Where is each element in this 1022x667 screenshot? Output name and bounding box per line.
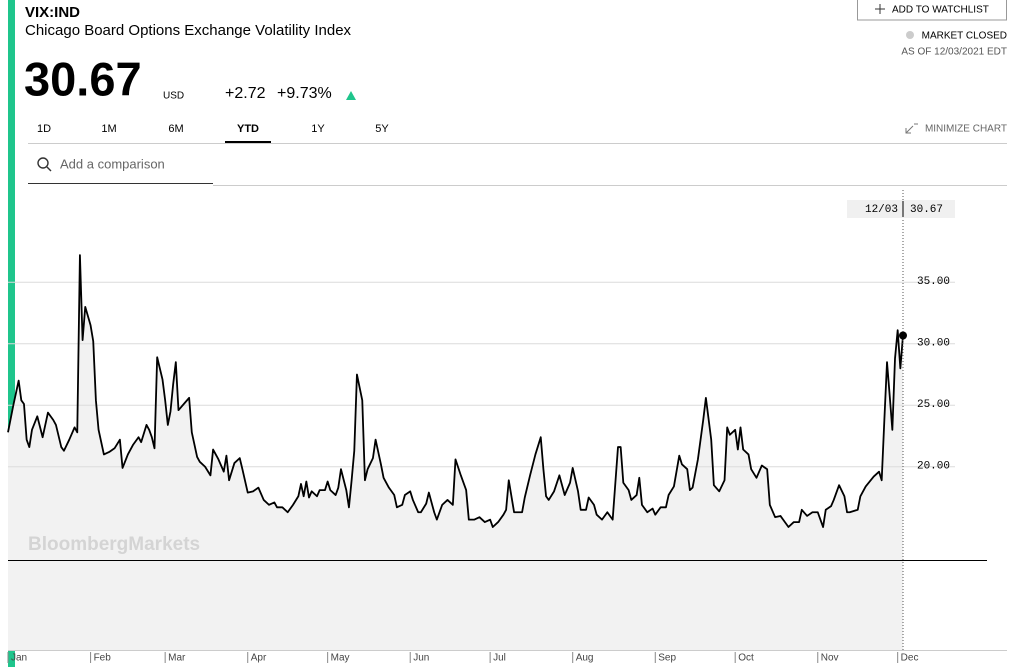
watermark: BloombergMarkets [28,534,200,555]
price-line [7,254,904,528]
watchlist-button[interactable]: ADD TO WATCHLIST [857,0,1007,21]
y-tick-label: 35.00 [917,276,950,288]
y-tick-label: 30.00 [917,338,950,350]
change-percent: +9.73% [277,85,332,102]
status-dot [906,31,914,39]
tab-label: 1D [37,123,51,135]
active-tab-underline [225,141,271,144]
cursor-date: 12/03 [865,204,898,216]
tab-label: 6M [168,123,183,135]
range-tabs: 1D 1M 6M YTD 1Y 5Y [37,123,389,144]
range-tab[interactable]: 5Y [375,123,389,135]
tab-label: 1M [101,123,116,135]
button-label: ADD TO WATCHLIST [892,5,989,16]
x-tick-label: Oct [738,653,754,664]
search-icon [37,157,49,169]
x-tick-label: May [331,653,350,664]
range-tab[interactable]: YTD [225,123,271,144]
x-tick-label: Mar [168,653,186,664]
x-tick-label: Nov [821,653,839,664]
y-tick-label: 25.00 [917,399,950,411]
x-tick-label: Jul [493,653,506,664]
instrument-name: Chicago Board Options Exchange Volatilit… [25,22,352,39]
ticker: VIX:IND [25,4,80,21]
as-of: AS OF 12/03/2021 EDT [901,47,1007,58]
minimize-button[interactable]: MINIMIZE CHART [905,123,1007,135]
x-tick-label: Jan [11,653,27,664]
tab-label: 5Y [375,123,389,135]
x-tick-label: Feb [94,653,112,664]
x-tick-label: Dec [901,653,919,664]
minimize-icon [905,123,918,134]
x-tick-label: Sep [658,653,676,664]
x-tick-label: Jun [413,653,429,664]
currency: USD [163,91,184,102]
range-tab[interactable]: 1Y [311,123,325,135]
tab-label: YTD [237,123,259,135]
search-icon-handle [46,166,52,172]
cursor-label-box [847,200,955,218]
tab-label: 1Y [311,123,325,135]
area [8,255,903,650]
market-status: MARKET CLOSED [922,31,1007,42]
price: 30.67 [24,52,142,105]
range-tab[interactable]: 6M [168,123,183,135]
change: +2.72 [225,85,266,102]
search-placeholder: Add a comparison [60,156,165,171]
last-point [899,331,907,340]
range-tab[interactable]: 1M [101,123,116,135]
y-tick-label: 20.00 [917,461,950,473]
comparison-search[interactable]: Add a comparison [28,156,213,184]
accent-bar [8,0,15,667]
button-frame [857,0,1007,21]
cursor-value: 30.67 [910,204,943,216]
x-tick-label: Aug [576,653,594,664]
x-tick-label: Apr [251,653,267,664]
range-tab[interactable]: 1D [37,123,51,135]
up-arrow [346,91,356,100]
minimize-label: MINIMIZE CHART [925,124,1007,135]
plus-icon [875,4,885,14]
chart: BloombergMarkets 20.00 25.00 30.00 35.00 12/0… [7,190,1007,664]
